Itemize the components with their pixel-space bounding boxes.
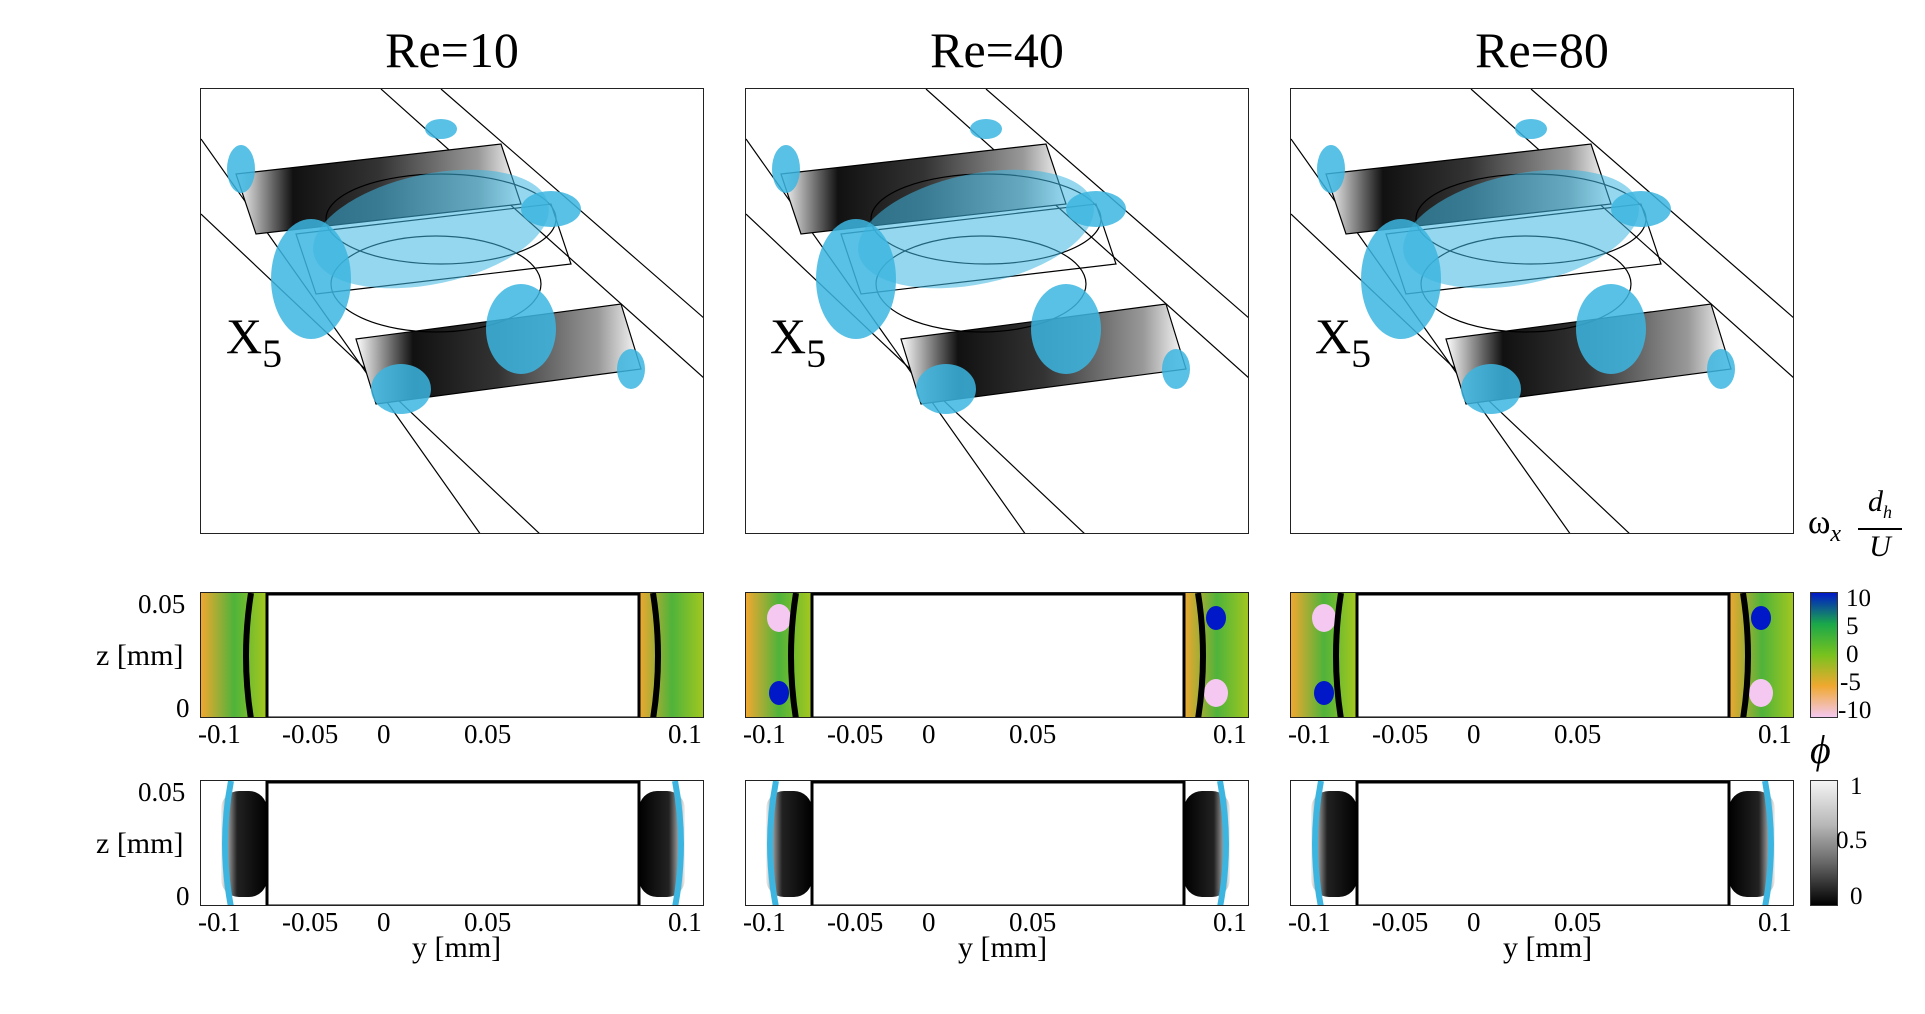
y-tick-label: 0 — [377, 719, 391, 749]
isosurface-render — [201, 89, 703, 533]
y-tick-label: -0.1 — [1288, 719, 1331, 749]
y-axis-label-re40: y [mm] — [958, 931, 1048, 964]
y-tick-label: -0.05 — [1372, 719, 1429, 749]
vorticity-strip-re10 — [200, 592, 704, 718]
z-tick-bottom-row1: 0 — [176, 693, 190, 723]
y-tick-label: 0.1 — [1758, 907, 1792, 937]
y-tick-label: 0.05 — [1554, 719, 1602, 749]
vorticity-colorbar-fraction: dh U — [1858, 486, 1902, 564]
z-tick-top-row2: 0.05 — [138, 777, 186, 807]
isosurface-render — [746, 89, 1248, 533]
phi-field-render — [766, 781, 1230, 905]
vorticity-cb-tick-0: 0 — [1846, 641, 1859, 668]
phi-field-render — [1311, 781, 1775, 905]
column-title-re80: Re=80 — [1475, 22, 1609, 78]
phi-cb-tick-0: 0 — [1850, 883, 1863, 910]
column-title-re10: Re=10 — [385, 22, 519, 78]
isosurface-panel-re80 — [1290, 88, 1794, 534]
z-axis-label-row1: z [mm] — [96, 639, 184, 672]
y-tick-label: 0 — [1467, 907, 1481, 937]
y-tick-label: 0.1 — [1213, 907, 1247, 937]
y-tick-label: -0.1 — [743, 719, 786, 749]
vorticity-cb-tick-neg5: -5 — [1840, 669, 1861, 696]
y-tick-label: 0.1 — [1758, 719, 1792, 749]
y-tick-label: 0 — [922, 719, 936, 749]
vorticity-cb-tick-10: 10 — [1846, 585, 1871, 612]
z-tick-top-row1: 0.05 — [138, 589, 186, 619]
y-tick-label: 0.1 — [1213, 719, 1247, 749]
phi-strip-re80 — [1290, 780, 1794, 906]
phi-field-render — [221, 781, 685, 905]
y-tick-label: 0 — [922, 907, 936, 937]
y-tick-label: -0.1 — [198, 907, 241, 937]
y-tick-label: 0.1 — [668, 907, 702, 937]
y-tick-label: 0.05 — [1554, 907, 1602, 937]
y-tick-label: -0.1 — [198, 719, 241, 749]
vorticity-strip-re40 — [745, 592, 1249, 718]
phi-cb-tick-1: 1 — [1850, 773, 1863, 800]
vorticity-field-render — [1291, 593, 1793, 717]
y-tick-label: -0.1 — [743, 907, 786, 937]
vorticity-strip-re80 — [1290, 592, 1794, 718]
vorticity-field-render — [201, 593, 703, 717]
y-tick-label: 0.1 — [668, 719, 702, 749]
y-axis-label-re80: y [mm] — [1503, 931, 1593, 964]
y-tick-label: 0.05 — [464, 719, 512, 749]
vorticity-colorbar-title: ωx — [1808, 504, 1842, 547]
vorticity-field-render — [746, 593, 1248, 717]
y-tick-label: 0.05 — [1009, 907, 1057, 937]
column-title-re40: Re=40 — [930, 22, 1064, 78]
phi-cb-tick-05: 0.5 — [1836, 827, 1868, 854]
vorticity-colorbar — [1810, 592, 1838, 718]
y-tick-label: 0.05 — [1009, 719, 1057, 749]
phi-strip-re10 — [200, 780, 704, 906]
y-tick-label: -0.05 — [827, 907, 884, 937]
isosurface-panel-re10 — [200, 88, 704, 534]
phi-colorbar — [1810, 780, 1838, 906]
y-tick-label: -0.05 — [282, 719, 339, 749]
vorticity-cb-tick-5: 5 — [1846, 613, 1859, 640]
y-tick-label: 0.05 — [464, 907, 512, 937]
y-axis-label-re10: y [mm] — [412, 931, 502, 964]
vorticity-cb-tick-neg10: -10 — [1838, 697, 1872, 724]
y-tick-label: 0 — [377, 907, 391, 937]
z-tick-bottom-row2: 0 — [176, 881, 190, 911]
y-tick-label: -0.1 — [1288, 907, 1331, 937]
isosurface-render — [1291, 89, 1793, 533]
y-tick-label: -0.05 — [282, 907, 339, 937]
station-label-re40: X5 — [770, 308, 827, 376]
y-tick-label: -0.05 — [827, 719, 884, 749]
station-label-re80: X5 — [1315, 308, 1372, 376]
station-label-re10: X5 — [226, 308, 283, 376]
y-tick-label: -0.05 — [1372, 907, 1429, 937]
isosurface-panel-re40 — [745, 88, 1249, 534]
phi-strip-re40 — [745, 780, 1249, 906]
phi-colorbar-title: ϕ — [1810, 727, 1831, 772]
z-axis-label-row2: z [mm] — [96, 827, 184, 860]
y-tick-label: 0 — [1467, 719, 1481, 749]
